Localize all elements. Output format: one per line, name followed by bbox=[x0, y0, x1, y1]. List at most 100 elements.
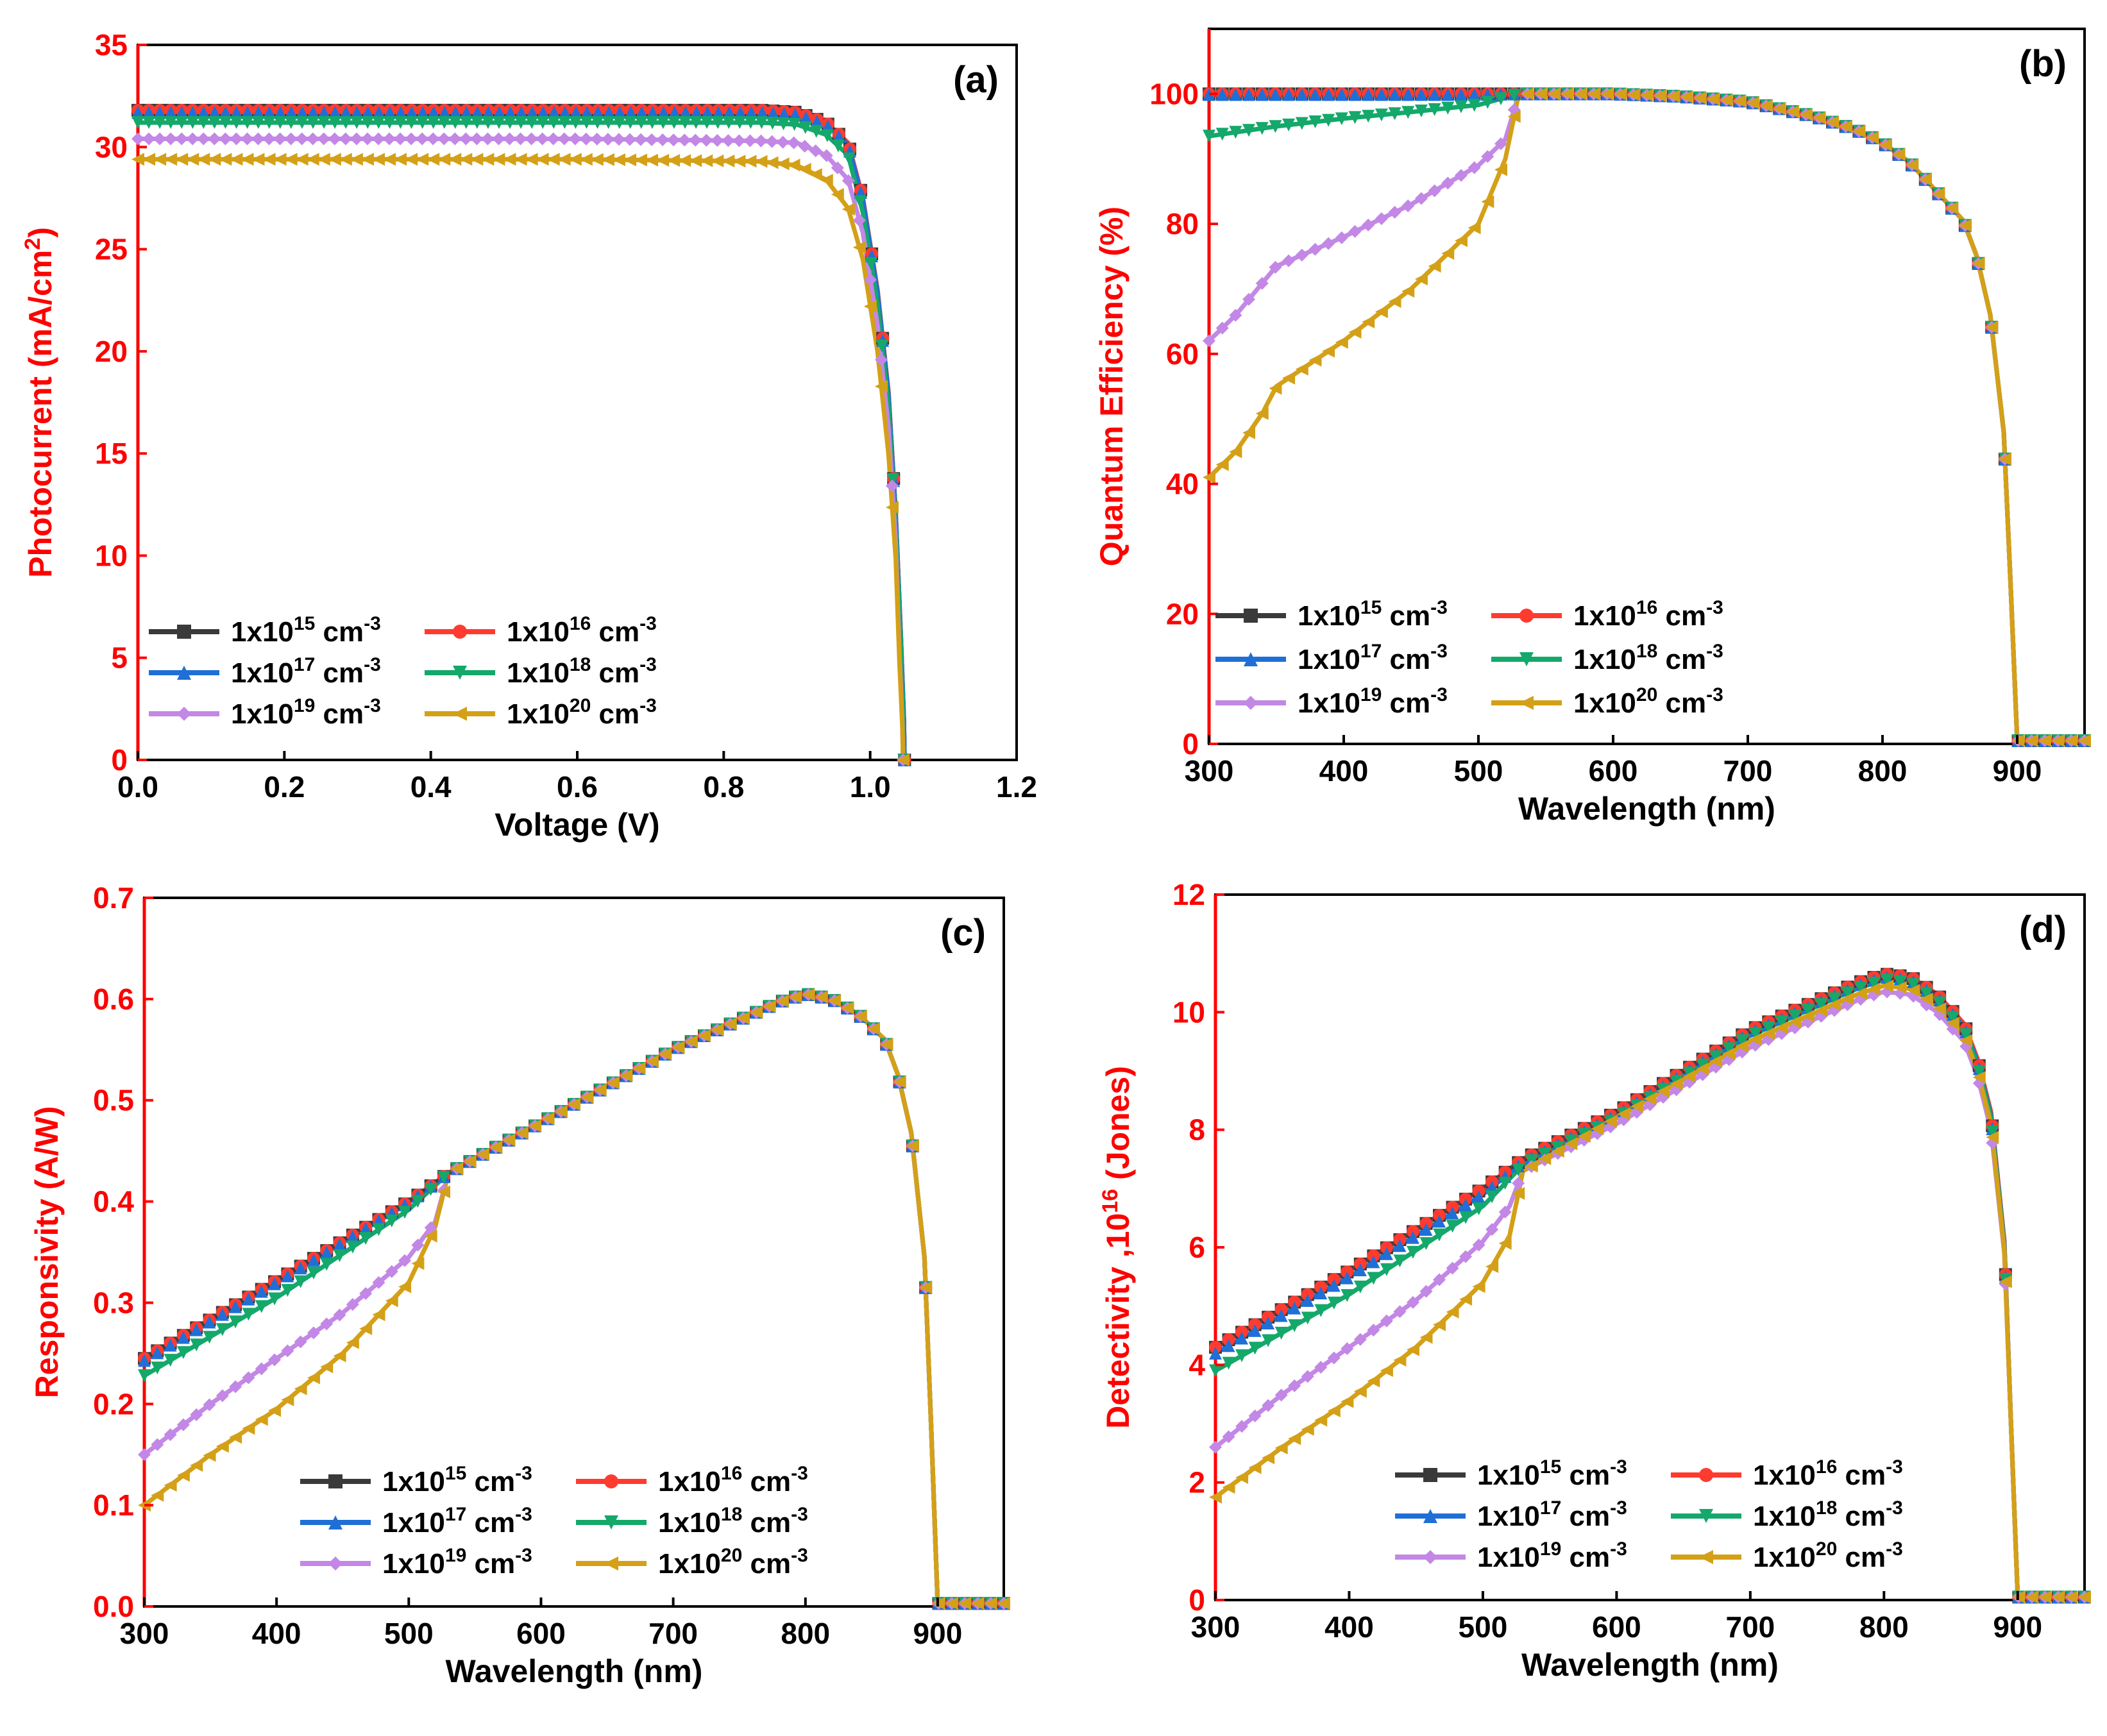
data-point bbox=[164, 132, 178, 146]
data-point bbox=[138, 1369, 151, 1383]
data-point bbox=[197, 106, 210, 119]
legend-item-s18: 1x1018 cm-3 bbox=[1671, 1497, 1903, 1532]
markers-s20 bbox=[1203, 87, 2091, 747]
legend-label: 1x1017 cm-3 bbox=[231, 654, 381, 689]
legend-marker bbox=[177, 625, 191, 639]
data-point bbox=[828, 994, 842, 1007]
data-point bbox=[1441, 88, 1455, 101]
data-point bbox=[328, 106, 342, 119]
data-point bbox=[579, 153, 593, 166]
data-point bbox=[698, 1029, 711, 1043]
data-point bbox=[1683, 1070, 1697, 1083]
data-point bbox=[1235, 1471, 1249, 1484]
legend-item-s15: 1x1015 cm-3 bbox=[300, 1463, 532, 1497]
data-point bbox=[268, 1292, 282, 1306]
data-point bbox=[416, 116, 429, 130]
data-point bbox=[448, 153, 462, 166]
data-point bbox=[689, 133, 702, 147]
data-point bbox=[1209, 1440, 1222, 1454]
data-point bbox=[489, 1140, 503, 1154]
data-point bbox=[525, 132, 538, 146]
data-point bbox=[1827, 992, 1841, 1006]
legend-label: 1x1018 cm-3 bbox=[1573, 641, 1723, 675]
legend-item-s17: 1x1017 cm-3 bbox=[1395, 1497, 1627, 1532]
data-point bbox=[623, 133, 636, 146]
data-point bbox=[153, 106, 167, 119]
data-point bbox=[1242, 426, 1256, 439]
data-point bbox=[138, 1354, 151, 1367]
legend-marker bbox=[328, 1515, 343, 1530]
data-point bbox=[1736, 1040, 1749, 1053]
data-point bbox=[613, 106, 627, 119]
legend-label: 1x1015 cm-3 bbox=[1298, 597, 1448, 632]
data-point bbox=[547, 106, 561, 119]
series-line bbox=[1214, 972, 2085, 1599]
data-point bbox=[645, 153, 659, 167]
data-point bbox=[885, 479, 899, 493]
data-point bbox=[361, 116, 375, 130]
data-point bbox=[438, 106, 452, 119]
data-point bbox=[1551, 1145, 1564, 1158]
x-tick-label: 300 bbox=[1191, 1610, 1240, 1644]
data-point bbox=[867, 1022, 880, 1036]
legend-label: 1x1019 cm-3 bbox=[1298, 684, 1448, 719]
data-point bbox=[1203, 471, 1215, 484]
data-point bbox=[612, 133, 625, 146]
data-point bbox=[1854, 981, 1867, 994]
data-point bbox=[131, 106, 144, 119]
data-point bbox=[328, 153, 341, 166]
data-point bbox=[229, 1431, 242, 1444]
data-point bbox=[1419, 1285, 1433, 1298]
data-point bbox=[789, 990, 802, 1004]
data-point bbox=[307, 1253, 320, 1267]
data-point bbox=[1353, 1263, 1367, 1277]
data-point bbox=[1388, 295, 1401, 308]
data-point bbox=[175, 153, 189, 166]
legend: 1x1015 cm-3 1x1016 cm-3 1x1017 cm-3 1x1018 … bbox=[1395, 1456, 1903, 1573]
data-point bbox=[1472, 1202, 1485, 1215]
legend-label: 1x1016 cm-3 bbox=[1573, 597, 1723, 632]
data-point bbox=[372, 106, 385, 119]
data-point bbox=[1335, 231, 1348, 244]
data-point bbox=[1388, 205, 1401, 219]
data-point bbox=[437, 153, 451, 166]
data-point bbox=[1327, 1351, 1341, 1365]
data-point bbox=[398, 1280, 412, 1294]
data-point bbox=[865, 257, 878, 271]
data-point bbox=[164, 106, 178, 119]
data-point bbox=[1459, 1292, 1473, 1306]
data-point bbox=[176, 1331, 190, 1344]
data-point bbox=[766, 117, 779, 130]
data-point bbox=[230, 153, 243, 166]
data-point bbox=[503, 132, 516, 146]
data-point bbox=[411, 1238, 425, 1252]
data-point bbox=[1203, 130, 1215, 143]
data-point bbox=[1459, 1250, 1473, 1263]
data-point bbox=[1521, 87, 1534, 101]
data-point bbox=[593, 1083, 607, 1097]
data-point bbox=[383, 116, 396, 130]
data-point bbox=[1918, 173, 1932, 186]
data-point bbox=[1314, 1304, 1328, 1317]
markers-s16 bbox=[1209, 968, 2091, 1604]
data-point bbox=[251, 132, 265, 146]
data-point bbox=[427, 116, 440, 130]
data-point bbox=[1209, 1364, 1222, 1378]
y-tick-label: 0 bbox=[1182, 727, 1199, 761]
data-point bbox=[787, 158, 800, 172]
legend-item-s15: 1x1015 cm-3 bbox=[149, 613, 381, 648]
data-point bbox=[777, 107, 791, 121]
data-point bbox=[1472, 1190, 1485, 1204]
data-point bbox=[1401, 199, 1415, 212]
data-point bbox=[1507, 110, 1521, 123]
data-point bbox=[1512, 1186, 1525, 1200]
data-point bbox=[1341, 1289, 1354, 1302]
data-point bbox=[281, 1393, 294, 1406]
data-point bbox=[1322, 237, 1335, 250]
data-point bbox=[1775, 1015, 1788, 1029]
data-point bbox=[372, 1223, 385, 1236]
data-point bbox=[1235, 1349, 1249, 1363]
data-point bbox=[1242, 124, 1256, 137]
data-point bbox=[514, 132, 527, 146]
data-point bbox=[1446, 1206, 1459, 1220]
